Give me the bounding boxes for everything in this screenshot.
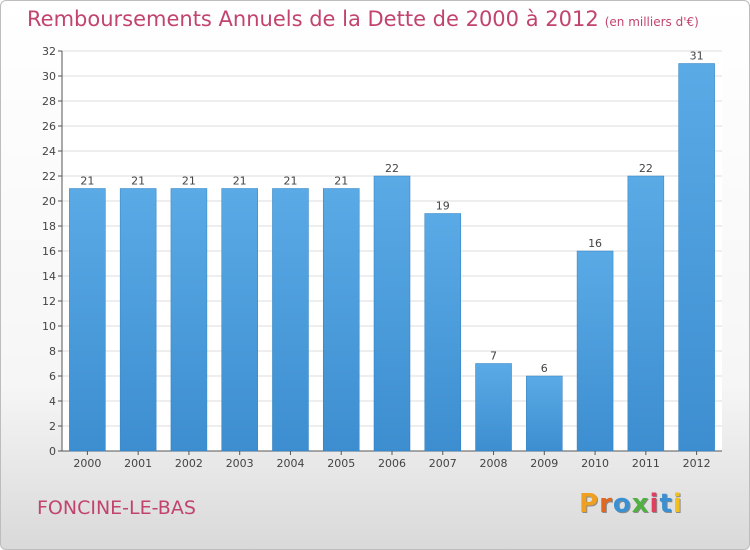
x-tick-label: 2008 [480,457,508,470]
chart-title-text: Remboursements Annuels de la Dette de 20… [27,7,599,31]
bar-value-label: 16 [588,237,602,250]
x-tick-label: 2006 [378,457,406,470]
bar-value-label: 7 [490,350,497,363]
y-tick-label: 16 [42,245,56,258]
y-tick-label: 6 [49,370,56,383]
y-tick-label: 18 [42,220,56,233]
chart-title: Remboursements Annuels de la Dette de 20… [27,7,699,31]
logo-letter: P [579,489,600,519]
bar [678,63,715,452]
x-tick-label: 2005 [327,457,355,470]
y-tick-label: 30 [42,70,56,83]
unit-note: (en milliers d'€) [604,15,699,29]
y-tick-label: 32 [42,45,56,58]
logo-letter: i [649,489,660,519]
bar-value-label: 6 [541,362,548,375]
y-tick-label: 10 [42,320,56,333]
logo-letter: x [631,489,650,519]
bar-value-label: 21 [334,175,348,188]
y-tick-label: 8 [49,345,56,358]
bar [373,175,411,452]
logo-letter: o [612,489,632,519]
y-tick-label: 20 [42,195,56,208]
bar [322,188,360,452]
x-tick-label: 2012 [683,457,711,470]
y-tick-label: 14 [42,270,56,283]
x-tick-label: 2004 [276,457,304,470]
x-tick-label: 2007 [429,457,457,470]
bar [170,188,208,452]
logo-letter: r [599,489,613,519]
bar-value-label: 22 [385,162,399,175]
bar [69,188,106,452]
bar [576,250,614,452]
x-tick-label: 2003 [226,457,254,470]
bar-value-label: 31 [690,50,704,63]
bar [272,188,309,452]
bar-value-label: 19 [436,200,450,213]
x-tick-label: 2002 [175,457,203,470]
bar [627,175,665,452]
logo-letter: t [659,489,673,519]
x-tick-label: 2010 [581,457,609,470]
bar [221,188,258,452]
y-tick-label: 0 [49,445,56,458]
proxiti-logo: Proxiti [579,489,683,519]
x-tick-label: 2011 [632,457,660,470]
logo-letter: i [672,489,683,519]
y-tick-label: 4 [49,395,56,408]
bar-value-label: 21 [233,175,247,188]
commune-name: FONCINE-LE-BAS [37,497,196,519]
bar-value-label: 22 [639,162,653,175]
bar-value-label: 21 [80,175,94,188]
x-tick-label: 2001 [124,457,152,470]
y-tick-label: 2 [49,420,56,433]
x-tick-label: 2000 [73,457,101,470]
bar [119,188,157,452]
y-tick-label: 26 [42,120,56,133]
y-tick-label: 24 [42,145,56,158]
bar [475,363,512,452]
y-tick-label: 28 [42,95,56,108]
bar [424,213,462,452]
x-tick-label: 2009 [530,457,558,470]
bar [526,375,563,452]
bar-value-label: 21 [182,175,196,188]
y-tick-label: 22 [42,170,56,183]
bar-value-label: 21 [283,175,297,188]
bar-value-label: 21 [131,175,145,188]
y-tick-label: 12 [42,295,56,308]
